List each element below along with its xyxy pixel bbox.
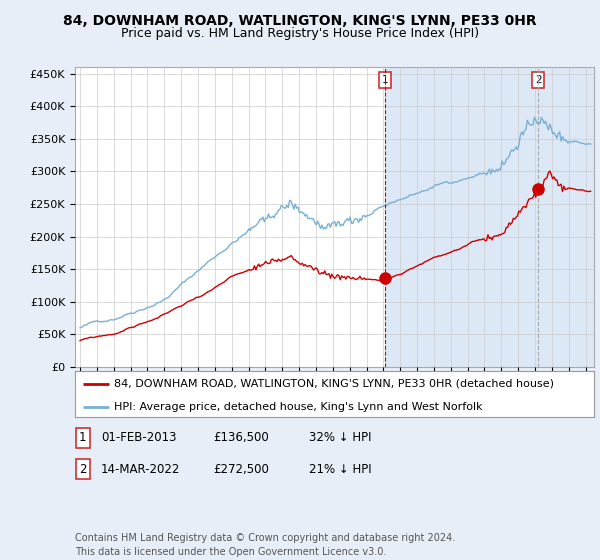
Text: 14-MAR-2022: 14-MAR-2022 <box>101 463 180 476</box>
Text: 1: 1 <box>79 431 86 445</box>
Text: 84, DOWNHAM ROAD, WATLINGTON, KING'S LYNN, PE33 0HR (detached house): 84, DOWNHAM ROAD, WATLINGTON, KING'S LYN… <box>114 379 554 389</box>
Text: 1: 1 <box>382 75 388 85</box>
Text: Price paid vs. HM Land Registry's House Price Index (HPI): Price paid vs. HM Land Registry's House … <box>121 27 479 40</box>
Text: £136,500: £136,500 <box>213 431 269 445</box>
Bar <box>385 67 538 367</box>
Text: 21% ↓ HPI: 21% ↓ HPI <box>309 463 371 476</box>
Text: 84, DOWNHAM ROAD, WATLINGTON, KING'S LYNN, PE33 0HR: 84, DOWNHAM ROAD, WATLINGTON, KING'S LYN… <box>63 14 537 28</box>
Text: 32% ↓ HPI: 32% ↓ HPI <box>309 431 371 445</box>
Text: 2: 2 <box>79 463 86 476</box>
Bar <box>538 67 594 367</box>
Text: 01-FEB-2013: 01-FEB-2013 <box>101 431 176 445</box>
Text: HPI: Average price, detached house, King's Lynn and West Norfolk: HPI: Average price, detached house, King… <box>114 402 482 412</box>
Text: £272,500: £272,500 <box>213 463 269 476</box>
Text: 2: 2 <box>535 75 542 85</box>
Text: Contains HM Land Registry data © Crown copyright and database right 2024.
This d: Contains HM Land Registry data © Crown c… <box>75 533 455 557</box>
